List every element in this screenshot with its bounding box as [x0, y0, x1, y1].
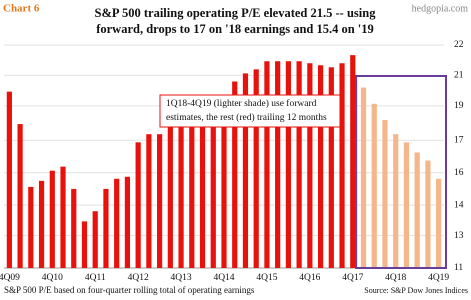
x-tick-label: 4Q14: [213, 273, 234, 283]
bar: [307, 63, 313, 268]
x-tick-label: 4Q09: [0, 273, 20, 283]
bar: [189, 105, 195, 269]
site: hedgopia.com: [412, 3, 469, 14]
y-tick-label: 21: [454, 71, 464, 81]
bar: [135, 142, 141, 268]
y-tick-label: 14: [454, 200, 464, 210]
bar: [6, 91, 12, 268]
bar: [71, 188, 77, 268]
annotation-box: [159, 94, 341, 128]
bar: [60, 166, 66, 268]
x-tick-label: 4Q12: [128, 273, 149, 283]
x-tick-label: 4Q18: [385, 273, 406, 283]
bar: [49, 170, 55, 268]
y-tick-label: 16: [454, 168, 464, 178]
forecast-box: [355, 75, 447, 269]
y-tick-label: 17: [454, 135, 464, 145]
x-tick-label: 4Q13: [171, 273, 192, 283]
bar: [157, 134, 163, 268]
chart-label: Chart 6: [3, 3, 40, 15]
bar: [38, 180, 45, 268]
bar: [28, 186, 34, 268]
bar: [275, 61, 281, 268]
y-tick-label: 13: [454, 231, 464, 241]
x-tick-label: 4Q16: [299, 273, 320, 283]
y-tick-label: 11: [454, 263, 463, 273]
bar: [393, 134, 399, 268]
bar: [382, 120, 388, 268]
x-tick-label: 4Q19: [428, 273, 449, 283]
bar: [124, 176, 131, 268]
bar: [178, 122, 184, 268]
chart-title: forward, drops to 17 on '18 earnings and…: [96, 22, 374, 36]
bar: [436, 178, 442, 268]
bar: [210, 105, 216, 269]
bar: [92, 211, 98, 268]
bar: [146, 134, 152, 268]
x-tick-label: 4Q11: [85, 273, 106, 283]
bar: [371, 103, 377, 268]
y-tick-label: 19: [454, 101, 464, 111]
bar: [81, 221, 88, 268]
bar: [167, 122, 173, 268]
x-tick-label: 4Q15: [256, 273, 277, 283]
bar: [317, 65, 324, 268]
bar: [242, 73, 249, 268]
bar: [328, 67, 334, 268]
bar: [285, 61, 291, 268]
bar: [232, 81, 238, 268]
bar: [114, 178, 120, 268]
bar: [296, 61, 302, 268]
bar: [253, 69, 259, 268]
y-tick-label: 22: [454, 40, 464, 50]
bar: [403, 142, 410, 268]
footnote: S&P 500 P/E based on four-quarter rollin…: [4, 285, 255, 295]
annotation: 1Q18-4Q19 (lighter shade) use forward: [166, 98, 317, 109]
bar: [199, 103, 206, 268]
chart-title: S&P 500 trailing operating P/E elevated …: [95, 6, 377, 20]
bar: [350, 55, 356, 268]
bar: [17, 124, 23, 269]
bar: [360, 87, 367, 268]
bar: [221, 99, 227, 269]
source: Source: S&P Dow Jones Indices: [364, 286, 468, 295]
x-tick-label: 4Q10: [42, 273, 63, 283]
bar: [339, 63, 345, 268]
bar: [425, 160, 431, 268]
annotation: estimates, the rest (red) trailing 12 mo…: [166, 112, 327, 123]
x-tick-label: 4Q17: [342, 273, 363, 283]
bar: [414, 152, 420, 268]
bar: [264, 61, 270, 268]
bar: [103, 188, 109, 268]
